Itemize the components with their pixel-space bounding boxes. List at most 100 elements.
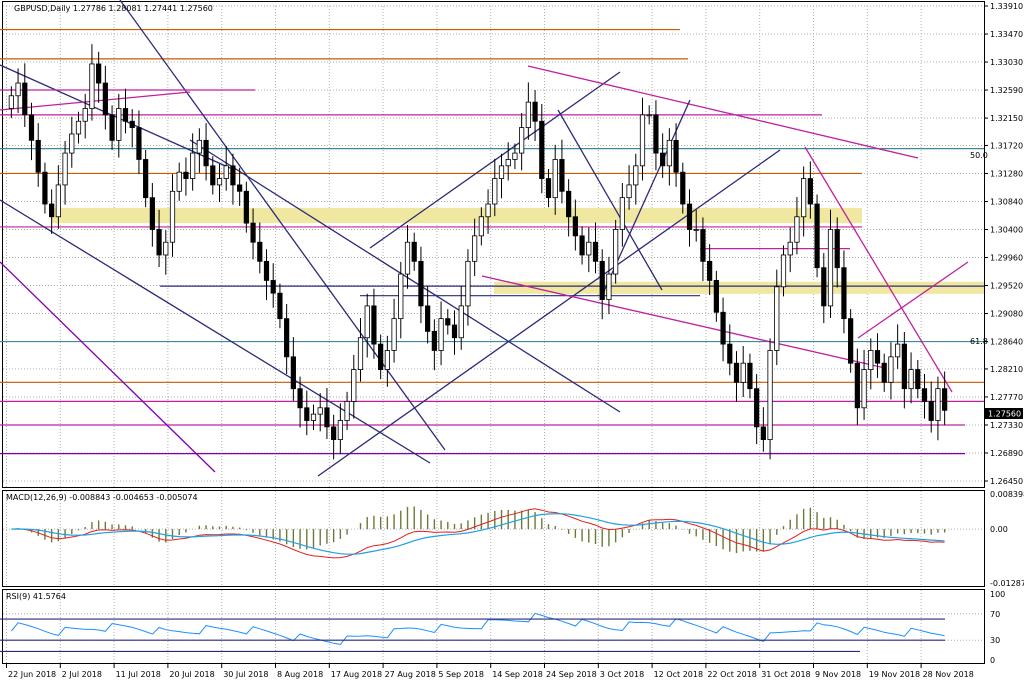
candle [136, 110, 142, 175]
macd-main-line [11, 508, 945, 559]
candle [371, 288, 377, 359]
candle [841, 250, 847, 334]
candle-body [861, 369, 867, 409]
candle [599, 249, 605, 320]
candle [760, 407, 766, 452]
candle-body [700, 229, 706, 262]
time-tick-label: 14 Sep 2018 [492, 670, 543, 679]
candle-body [673, 139, 679, 173]
candle [451, 310, 458, 355]
candle-body [297, 388, 303, 409]
candle-body [532, 101, 538, 122]
candle [15, 68, 21, 113]
candle-body [169, 190, 176, 243]
candle [270, 263, 276, 308]
rsi-tick-label: 70 [990, 610, 1000, 619]
candle-body [277, 292, 283, 320]
candle-body [156, 229, 162, 256]
candle-body [28, 114, 35, 141]
candle-body [15, 82, 21, 97]
candle [928, 381, 934, 433]
candle-body [250, 222, 256, 243]
candle [129, 109, 135, 148]
candle-body [230, 165, 236, 186]
price-tick-label: 1.31720 [990, 141, 1023, 150]
time-tick-label: 9 Nov 2018 [815, 670, 861, 679]
candle [834, 217, 840, 288]
time-tick-label: 28 Nov 2018 [923, 670, 974, 679]
candle [317, 393, 323, 432]
macd-tick-label: -0.012878 [990, 579, 1024, 588]
candle [700, 217, 706, 282]
candle [324, 388, 330, 439]
candle [519, 112, 525, 171]
candle [505, 142, 511, 181]
candle [438, 301, 444, 366]
candle [277, 283, 283, 329]
candle-body [841, 267, 847, 320]
candle [196, 128, 202, 173]
candle [774, 269, 780, 366]
candle-body [324, 407, 330, 428]
rsi-tick-label: 100 [990, 590, 1005, 599]
candle [525, 82, 531, 140]
trend-line [481, 275, 886, 369]
candle-body [210, 165, 216, 186]
candle [163, 230, 169, 275]
candle [465, 249, 471, 326]
price-tick-label: 1.28640 [990, 338, 1023, 347]
candle [895, 324, 901, 369]
candle-body [787, 241, 793, 256]
price-tick-label: 1.29520 [990, 282, 1023, 291]
macd-header: MACD(12,26,9) -0.008843 -0.004653 -0.005… [6, 493, 198, 502]
candle-body [35, 139, 41, 173]
candles [8, 44, 948, 460]
candle [915, 360, 921, 399]
macd-tick-label: 0.008398 [990, 490, 1024, 499]
candle [801, 166, 807, 237]
candle [22, 63, 28, 127]
candle-body [42, 171, 48, 205]
candle-body [693, 229, 699, 231]
candle [55, 165, 61, 229]
time-tick-label: 31 Oct 2018 [761, 670, 810, 679]
candle-body [505, 159, 511, 167]
price-tick-label: 1.33030 [990, 58, 1023, 67]
price-tick-label: 1.33470 [990, 30, 1023, 39]
time-tick-label: 20 Jul 2018 [169, 670, 214, 679]
candle-body [592, 241, 599, 262]
candle-body [559, 159, 565, 192]
candle-body [740, 362, 746, 383]
candle-body [49, 203, 55, 218]
main-price-panel[interactable] [2, 1, 985, 488]
candle-body [720, 311, 726, 345]
candle [425, 286, 431, 344]
macd-tick-label: 0.00 [990, 525, 1008, 534]
trend-line [317, 149, 781, 477]
zone-upper [52, 207, 862, 224]
trend-line [189, 139, 621, 413]
candle [935, 376, 941, 441]
candle [69, 116, 75, 168]
macd-panel[interactable] [2, 490, 985, 587]
candle [28, 102, 35, 161]
candle [908, 352, 914, 404]
candle-body [633, 165, 639, 186]
trend-line [119, 0, 446, 451]
rsi-line [11, 612, 945, 645]
rsi-panel[interactable] [2, 589, 985, 664]
candle-body [646, 114, 652, 117]
candle [149, 183, 155, 247]
time-tick-label: 30 Jul 2018 [223, 670, 268, 679]
candle-body [431, 330, 437, 351]
candle [304, 390, 310, 436]
candle [418, 246, 424, 324]
candle [868, 338, 874, 390]
candle [176, 162, 182, 201]
candle-body [908, 369, 914, 390]
time-tick-label: 27 Aug 2018 [385, 670, 436, 679]
candle [592, 222, 599, 274]
candle [666, 128, 672, 186]
candle-body [317, 407, 323, 415]
